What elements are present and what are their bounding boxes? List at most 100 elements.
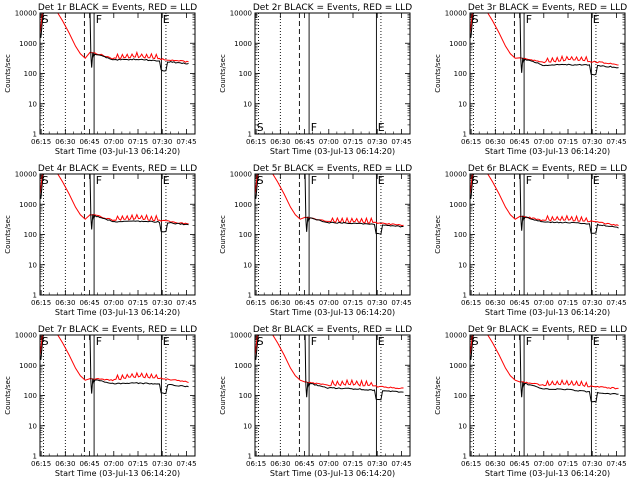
y-axis-label: Counts/sec [4,54,12,93]
event-marker-e: E [378,121,385,134]
event-marker-s: S [472,13,479,26]
plot-frame [254,173,411,296]
x-tick-label: 07:00 [319,138,339,146]
events-series-line [255,174,404,235]
panel-title: Det 2r BLACK = Events, RED = LLD [253,3,412,13]
event-marker-s: S [42,335,49,348]
detector-panel-9: Det 9r BLACK = Events, RED = LLD Counts/s… [434,325,627,478]
y-tick-label: 1000 [234,201,252,209]
x-tick-label: 07:00 [104,460,124,468]
y-tick-label: 100 [24,70,37,78]
x-tick-label: 07:45 [176,299,196,307]
x-tick-label: 07:45 [606,138,626,146]
x-tick-label: 07:15 [128,138,148,146]
y-tick-label: 100 [454,392,467,400]
x-tick-label: 07:00 [534,138,554,146]
lld-series-line [255,335,404,390]
x-axis-label: Start Time (03-Jul-13 06:14:20) [485,469,610,478]
y-tick-label: 10000 [230,332,252,340]
events-series-line [40,335,189,394]
plot-data [470,13,619,134]
plot-frame [469,12,626,135]
detector-panel-3: Det 3r BLACK = Events, RED = LLD Counts/s… [434,3,627,156]
x-tick-label: 07:15 [343,460,363,468]
x-tick-label: 06:15 [246,299,266,307]
y-axis-label: Counts/sec [434,215,442,254]
events-series-line [470,174,619,234]
y-tick-label: 10 [243,100,252,108]
x-tick-label: 07:45 [176,460,196,468]
y-tick-label: 100 [239,392,252,400]
lld-series-line [40,174,189,225]
panel-title: Det 8r BLACK = Events, RED = LLD [253,325,412,335]
plot-data [470,335,619,456]
x-tick-label: 06:30 [270,299,290,307]
y-tick-label: 10 [458,100,467,108]
lld-series-line [40,13,189,63]
x-axis-label: Start Time (03-Jul-13 06:14:20) [485,147,610,156]
x-tick-label: 06:30 [485,460,505,468]
detector-panel-7: Det 7r BLACK = Events, RED = LLD Counts/s… [4,325,197,478]
x-axis-label: Start Time (03-Jul-13 06:14:20) [270,147,395,156]
x-tick-label: 07:30 [152,460,172,468]
y-tick-label: 1 [248,453,252,461]
x-tick-label: 07:00 [104,138,124,146]
panel-title: Det 6r BLACK = Events, RED = LLD [468,164,627,174]
event-marker-e: E [378,335,385,348]
y-tick-label: 100 [454,70,467,78]
lld-series-line [470,13,619,66]
x-tick-label: 07:15 [343,299,363,307]
detector-panel-5: Det 5r BLACK = Events, RED = LLD Counts/s… [219,164,412,317]
y-tick-label: 1 [33,292,37,300]
y-tick-label: 100 [24,392,37,400]
y-axis-label: Counts/sec [434,376,442,415]
plot-frame [39,12,196,135]
events-series-line [470,335,619,403]
plot-data [255,335,404,456]
y-tick-label: 10000 [15,332,37,340]
y-tick-label: 100 [239,70,252,78]
y-tick-label: 100 [239,231,252,239]
y-tick-label: 10 [28,100,37,108]
x-tick-label: 07:15 [558,299,578,307]
x-tick-label: 07:45 [606,299,626,307]
plot-data [40,174,189,295]
events-series-line [40,174,189,233]
x-tick-label: 06:45 [509,299,529,307]
x-tick-label: 07:30 [367,138,387,146]
y-tick-label: 10000 [230,171,252,179]
plot-data [470,174,619,295]
x-tick-label: 07:30 [582,460,602,468]
y-tick-label: 1 [248,292,252,300]
x-tick-label: 07:45 [176,138,196,146]
y-tick-label: 10 [458,422,467,430]
y-tick-label: 1 [463,453,467,461]
y-tick-label: 1000 [234,40,252,48]
y-tick-label: 1 [248,131,252,139]
event-marker-s: S [42,13,49,26]
event-marker-s: S [257,121,264,134]
y-tick-label: 1 [463,292,467,300]
panel-title: Det 9r BLACK = Events, RED = LLD [468,325,627,335]
x-tick-label: 06:15 [246,138,266,146]
event-marker-s: S [472,335,479,348]
x-tick-label: 06:15 [31,138,51,146]
y-tick-label: 100 [24,231,37,239]
y-tick-label: 10000 [15,171,37,179]
event-marker-e: E [163,13,170,26]
plot-frame [254,334,411,457]
x-tick-label: 07:15 [558,460,578,468]
x-tick-label: 06:15 [31,299,51,307]
event-marker-e: E [593,335,600,348]
event-marker-f: F [96,174,102,187]
y-tick-label: 10 [243,261,252,269]
x-tick-label: 06:45 [79,460,99,468]
event-marker-f: F [526,13,532,26]
x-tick-label: 07:30 [152,138,172,146]
y-tick-label: 1000 [19,40,37,48]
y-tick-label: 1000 [449,362,467,370]
detector-panel-1: Det 1r BLACK = Events, RED = LLD Counts/s… [4,3,197,156]
panel-title: Det 4r BLACK = Events, RED = LLD [38,164,197,174]
events-series-line [255,335,404,401]
